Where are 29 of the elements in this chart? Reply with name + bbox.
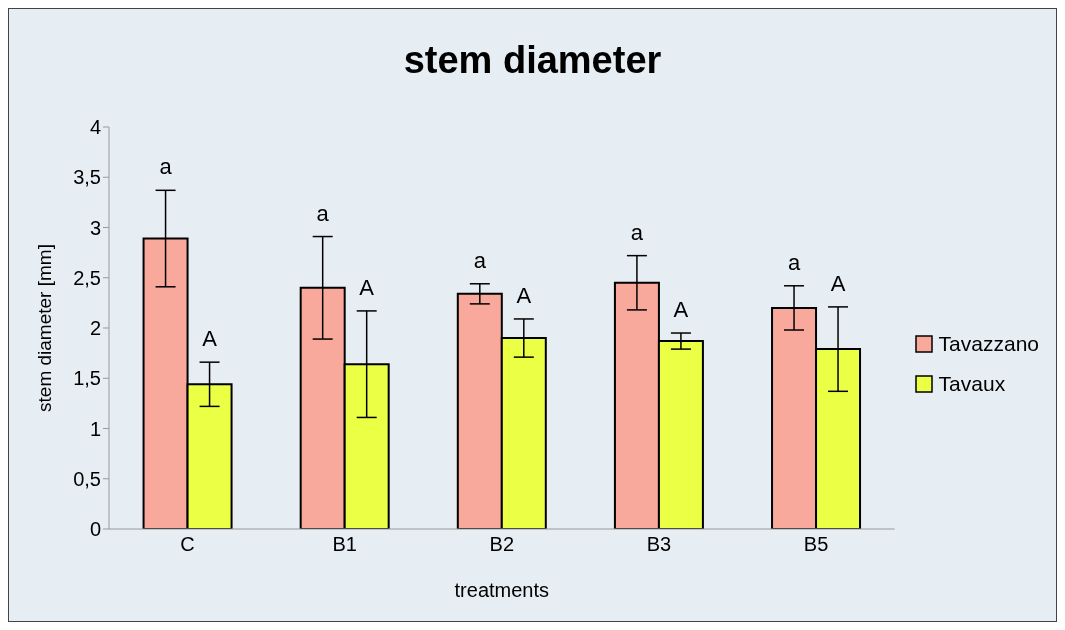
x-tick-label: B1: [332, 533, 357, 556]
y-tick-label: 1,5: [73, 367, 101, 390]
x-axis-title: treatments: [454, 579, 550, 601]
legend-label: Tavaux: [938, 371, 1006, 397]
x-tick-label: C: [180, 533, 195, 556]
y-tick-label: 2,5: [73, 266, 101, 289]
legend-label: Tavazzano: [938, 331, 1039, 357]
data-label: a: [473, 247, 487, 273]
y-tick-label: 4: [89, 116, 101, 139]
data-label: A: [516, 282, 532, 308]
y-tick-label: 0: [89, 518, 101, 541]
x-tick-label: B3: [646, 533, 672, 556]
data-label: A: [673, 297, 689, 323]
y-tick-label: 3: [89, 216, 101, 239]
y-tick-label: 2: [89, 317, 101, 340]
y-tick-label: 0,5: [73, 467, 101, 490]
data-label: A: [202, 326, 218, 352]
y-axis-title: stem diameter [mm]: [33, 244, 55, 412]
y-tick-label: 3,5: [73, 166, 101, 189]
y-tick-label: 1: [89, 417, 101, 440]
data-label: a: [630, 219, 644, 245]
x-tick-label: B5: [803, 533, 829, 556]
data-label: A: [830, 270, 846, 296]
x-tick-label: B2: [489, 533, 515, 556]
data-label: a: [316, 200, 330, 226]
data-label: a: [159, 154, 173, 180]
data-label: a: [787, 249, 801, 275]
data-label: A: [359, 274, 375, 300]
chart-title: stem diameter: [402, 39, 663, 82]
